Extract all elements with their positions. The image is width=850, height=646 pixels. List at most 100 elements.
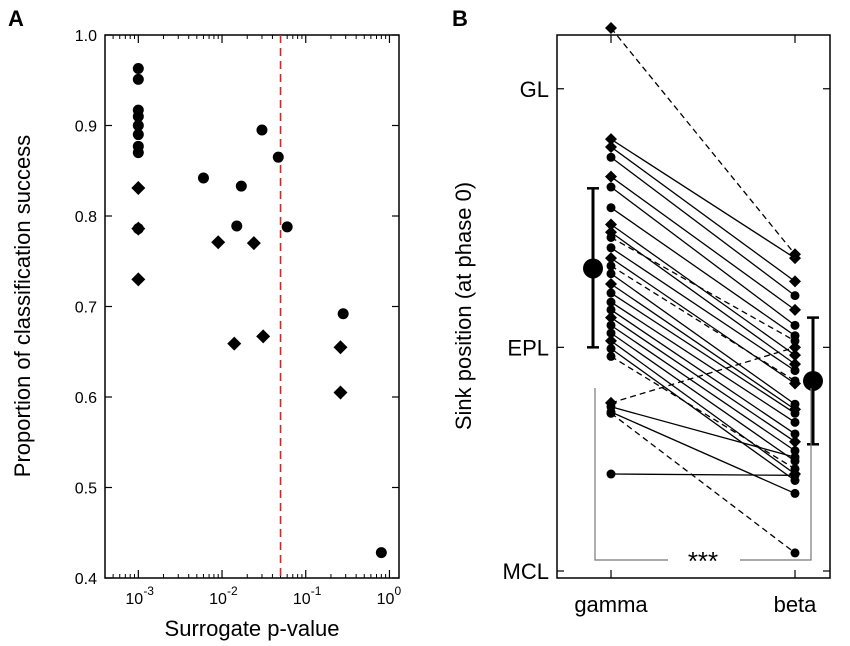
data-point-diamond — [211, 235, 226, 250]
x-tick-label: 10 -3 — [125, 584, 154, 608]
pair-point-diamond — [605, 277, 617, 290]
pair-point-circle — [790, 336, 800, 346]
data-point-diamond — [256, 329, 271, 344]
pair-line — [610, 332, 796, 462]
pair-line — [610, 186, 796, 326]
pair-point-circle — [606, 320, 616, 330]
data-point-diamond — [131, 221, 146, 236]
pair-point-diamond — [605, 252, 617, 265]
data-point-circle — [132, 129, 144, 141]
y-tick-label: 0.6 — [75, 390, 97, 407]
y-tick-label: 0.4 — [75, 571, 97, 588]
pair-point-diamond — [605, 311, 617, 324]
pair-point-circle — [606, 351, 616, 361]
pair-point-diamond — [605, 170, 617, 183]
x-tick-label: gamma — [574, 592, 648, 617]
data-point-circle — [231, 220, 243, 232]
pair-point-diamond — [605, 334, 617, 347]
y-tick-label: 0.9 — [75, 119, 97, 136]
pair-point-diamond — [789, 349, 801, 362]
data-point-circle — [272, 151, 284, 163]
pair-line — [610, 411, 796, 495]
pair-line — [610, 265, 796, 382]
pair-line — [610, 27, 796, 255]
data-point-diamond — [131, 180, 146, 195]
pair-line — [610, 257, 796, 385]
pair-line — [610, 309, 796, 435]
pair-point-diamond — [789, 252, 801, 265]
y-tick-label: GL — [520, 77, 549, 102]
pair-line — [610, 301, 796, 423]
y-tick-label: 1.0 — [75, 28, 97, 45]
pair-line — [610, 138, 796, 259]
panel-b-y-label: Sink position (at phase 0) — [451, 182, 476, 430]
panel-a-frame — [104, 34, 400, 579]
pair-line — [610, 283, 796, 410]
pair-point-circle — [606, 408, 616, 418]
x-tick-exponent: -2 — [227, 584, 238, 598]
panel-b-ticks: MCL EPL GL gamma beta — [503, 35, 830, 617]
mean-marker — [583, 258, 603, 279]
pair-point-diamond — [605, 218, 617, 231]
x-tick-label: 10 0 — [377, 584, 402, 608]
pair-line — [610, 346, 796, 404]
panel-b-points — [605, 22, 801, 558]
x-tick-exponent: -1 — [311, 584, 322, 598]
x-tick-label: 10 -1 — [293, 584, 322, 608]
pair-line — [610, 348, 796, 482]
pair-line — [610, 236, 796, 342]
data-point-diamond — [333, 385, 348, 400]
pair-point-circle — [606, 232, 616, 242]
x-tick-label: beta — [774, 592, 818, 617]
bracket-line — [594, 388, 812, 561]
x-tick-base: 10 — [377, 591, 395, 608]
x-tick-base: 10 — [209, 591, 227, 608]
pair-point-circle — [606, 297, 616, 307]
pair-point-circle — [790, 452, 800, 462]
y-tick-label: MCL — [503, 559, 549, 584]
pair-line — [610, 406, 796, 458]
data-point-circle — [256, 124, 268, 136]
panel-b-pair-lines — [610, 27, 796, 554]
x-tick-base: 10 — [125, 591, 143, 608]
pair-point-diamond — [789, 303, 801, 316]
y-tick-label: 0.8 — [75, 209, 97, 226]
pair-line — [610, 412, 796, 554]
x-tick-label: 10 -2 — [209, 584, 238, 608]
pair-point-circle — [790, 470, 800, 480]
pair-point-diamond — [789, 275, 801, 288]
pair-line — [610, 146, 796, 282]
y-tick-label: EPL — [507, 335, 549, 360]
pair-point-circle — [790, 320, 800, 330]
pair-point-diamond — [789, 341, 801, 354]
pair-point-circle — [606, 243, 616, 253]
pair-line — [610, 324, 796, 452]
pair-point-circle — [790, 291, 800, 301]
pair-line — [610, 273, 796, 405]
pair-point-circle — [790, 446, 800, 456]
data-point-circle — [281, 221, 293, 233]
pair-line — [610, 207, 796, 337]
data-point-circle — [132, 110, 144, 122]
panel-a-points — [131, 62, 387, 559]
panel-b-frame — [556, 34, 831, 579]
pair-point-diamond — [789, 358, 801, 371]
pair-point-circle — [606, 152, 616, 162]
pair-line — [610, 292, 796, 414]
pair-point-circle — [790, 548, 800, 558]
panel-a-x-label: Surrogate p-value — [165, 616, 340, 641]
data-point-diamond — [246, 236, 261, 251]
pair-point-circle — [790, 464, 800, 474]
x-tick-exponent: 0 — [394, 584, 401, 598]
data-point-diamond — [333, 340, 348, 355]
data-point-circle — [375, 547, 387, 559]
pair-point-circle — [606, 305, 616, 315]
pair-point-circle — [606, 328, 616, 338]
y-tick-label: 0.7 — [75, 300, 97, 317]
data-point-circle — [132, 120, 144, 131]
mean-marker — [803, 370, 823, 391]
pair-point-circle — [790, 488, 800, 498]
panel-b-summary — [583, 187, 823, 446]
pair-point-diamond — [605, 133, 617, 146]
panel-a-label: A — [8, 6, 24, 31]
